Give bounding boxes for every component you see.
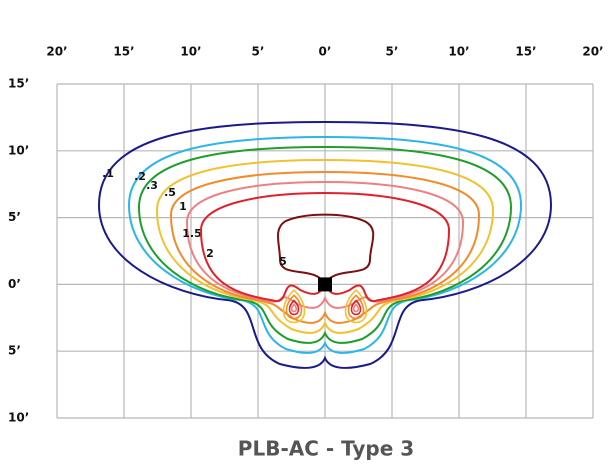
x-tick-label: 10’: [448, 45, 469, 59]
contour: [137, 145, 513, 344]
x-tick-label: 10’: [180, 45, 201, 59]
x-tick-label: 15’: [113, 45, 134, 59]
contour: [97, 120, 553, 369]
contour-label: 2: [206, 247, 214, 260]
hot-spot: [347, 294, 365, 320]
contour: [277, 213, 375, 287]
y-tick-label: 0’: [8, 277, 21, 291]
y-tick-label: 10’: [8, 411, 29, 425]
contour: [127, 135, 523, 354]
contour-label: 1: [179, 200, 187, 213]
contour: [185, 180, 465, 309]
contour-label: .1: [102, 167, 114, 180]
y-tick-label: 5’: [8, 210, 21, 224]
contour: [169, 170, 481, 324]
contour-label: .2: [134, 170, 146, 183]
x-tick-label: 20’: [582, 45, 603, 59]
x-tick-label: 20’: [46, 45, 67, 59]
contour-label: 5: [279, 255, 287, 268]
hot-spot: [288, 299, 300, 316]
y-tick-label: 5’: [8, 344, 21, 358]
luminaire: [318, 277, 332, 292]
hot-spot: [350, 299, 362, 316]
y-tick-label: 15’: [8, 77, 29, 91]
contour-label: 1.5: [182, 227, 202, 240]
hot-spot: [352, 303, 360, 313]
hot-spot: [344, 289, 368, 324]
contour-label: .5: [164, 186, 176, 199]
contour: [155, 158, 495, 334]
x-tick-label: 5’: [252, 45, 265, 59]
x-tick-label: 0’: [319, 45, 332, 59]
hot-spot: [282, 289, 306, 324]
y-tick-label: 10’: [8, 143, 29, 157]
hot-spot: [290, 303, 298, 313]
hot-spot: [285, 294, 303, 320]
x-tick-label: 5’: [386, 45, 399, 59]
x-tick-label: 15’: [515, 45, 536, 59]
chart-title: PLB-AC - Type 3: [238, 437, 414, 461]
contour-label: .3: [146, 179, 158, 192]
